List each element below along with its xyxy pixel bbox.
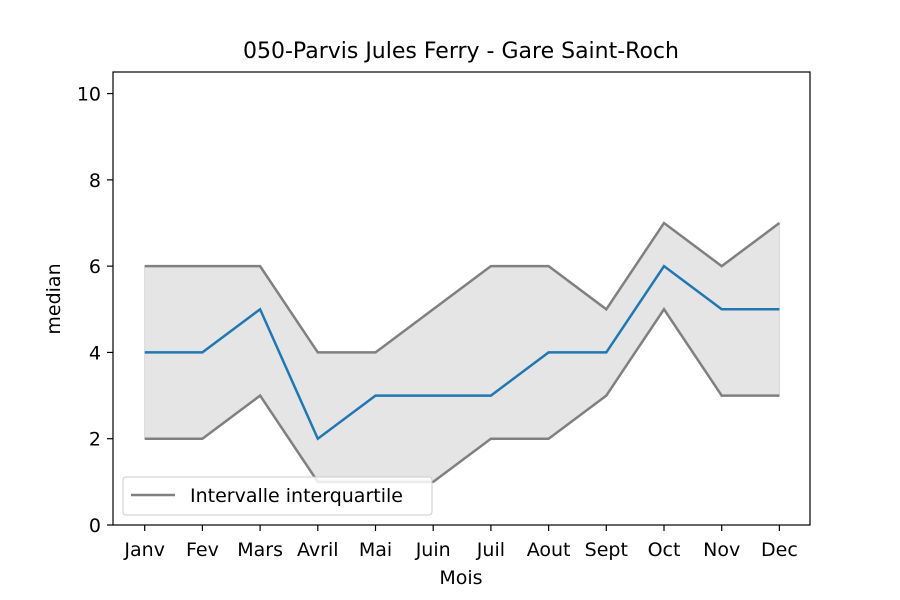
y-tick-label: 4 bbox=[89, 342, 101, 364]
y-tick-label: 0 bbox=[89, 515, 101, 537]
x-tick-label: Sept bbox=[585, 539, 628, 561]
legend-box bbox=[122, 476, 433, 516]
q1-line bbox=[144, 307, 780, 484]
x-axis-label: Mois bbox=[439, 567, 482, 589]
x-tick-label: Avril bbox=[297, 539, 339, 561]
x-tick-label: Oct bbox=[648, 539, 681, 561]
y-tick-label: 6 bbox=[89, 256, 101, 278]
y-tick-label: 8 bbox=[89, 170, 101, 192]
x-tick-label: Juin bbox=[415, 539, 451, 561]
x-tick-label: Juil bbox=[476, 539, 505, 561]
y-axis-ticks: 0 2 4 6 8 10 bbox=[77, 84, 113, 537]
x-tick-label: Fev bbox=[186, 539, 219, 561]
y-tick-label: 2 bbox=[89, 429, 101, 451]
legend-label: Intervalle interquartile bbox=[190, 485, 403, 507]
legend: Intervalle interquartile bbox=[122, 476, 433, 516]
x-tick-label: Janv bbox=[123, 539, 165, 561]
series-lines bbox=[144, 221, 781, 484]
x-tick-label: Aout bbox=[527, 539, 571, 561]
y-axis-label: median bbox=[43, 263, 65, 334]
x-tick-label: Mai bbox=[359, 539, 392, 561]
median-line bbox=[144, 264, 780, 441]
x-tick-label: Dec bbox=[761, 539, 798, 561]
chart-title: 050-Parvis Jules Ferry - Gare Saint-Roch bbox=[243, 39, 679, 64]
axes-frame bbox=[112, 71, 811, 526]
q3-line bbox=[144, 221, 781, 354]
x-tick-label: Nov bbox=[703, 539, 740, 561]
x-tick-label: Mars bbox=[237, 539, 283, 561]
y-tick-label: 10 bbox=[77, 84, 101, 106]
x-axis-ticks: Janv Fev Mars Avril Mai Juin Juil Aout Sept Oct No… bbox=[123, 525, 798, 561]
